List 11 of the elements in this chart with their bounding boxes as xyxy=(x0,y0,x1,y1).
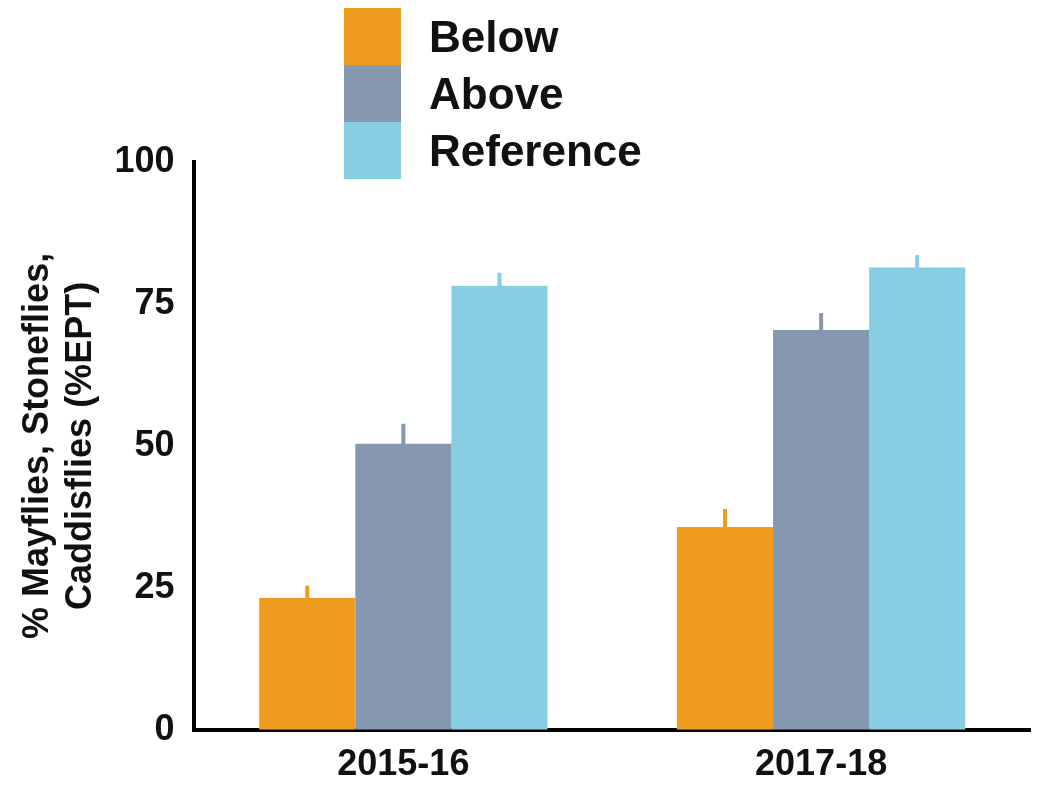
x-tick-label: 2017-18 xyxy=(755,742,888,784)
legend-label: Reference xyxy=(429,125,642,176)
y-tick-label: 100 xyxy=(114,138,175,180)
x-tick-label: 2015-16 xyxy=(337,742,470,784)
y-tick-label: 50 xyxy=(134,422,175,464)
legend-label: Below xyxy=(429,11,559,62)
y-axis-title: % Mayflies, Stoneflies, Caddisflies (%EPT) xyxy=(14,252,99,639)
y-tick-label: 25 xyxy=(134,564,175,606)
y-tick-label: 75 xyxy=(134,280,175,322)
y-tick-label: 0 xyxy=(154,706,175,748)
legend-label: Above xyxy=(429,68,564,119)
